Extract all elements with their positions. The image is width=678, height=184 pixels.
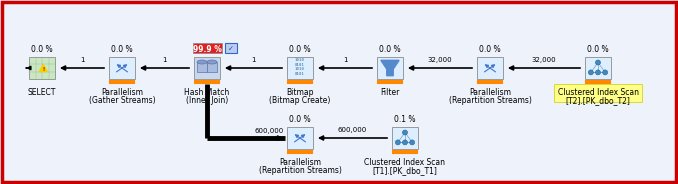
- Text: 1010
0101
1010
0101: 1010 0101 1010 0101: [295, 58, 305, 76]
- Text: 0.0 %: 0.0 %: [31, 45, 53, 54]
- Text: SELECT: SELECT: [28, 88, 56, 97]
- Text: Parallelism: Parallelism: [469, 88, 511, 97]
- Polygon shape: [381, 60, 399, 76]
- Text: 600,000: 600,000: [338, 127, 367, 133]
- FancyBboxPatch shape: [29, 57, 55, 79]
- FancyBboxPatch shape: [585, 57, 611, 79]
- Text: 32,000: 32,000: [532, 57, 557, 63]
- FancyBboxPatch shape: [197, 62, 207, 72]
- FancyBboxPatch shape: [224, 43, 237, 52]
- Text: Hash Match: Hash Match: [184, 88, 230, 97]
- Text: Parallelism: Parallelism: [279, 158, 321, 167]
- FancyBboxPatch shape: [377, 57, 403, 79]
- Circle shape: [410, 140, 415, 145]
- Text: 99.9 %: 99.9 %: [193, 45, 222, 54]
- Text: (Bitmap Create): (Bitmap Create): [269, 96, 331, 105]
- Text: 32,000: 32,000: [428, 57, 452, 63]
- FancyBboxPatch shape: [194, 57, 220, 79]
- Text: 0.0 %: 0.0 %: [290, 114, 311, 123]
- Text: [T2].[PK_dbo_T2]: [T2].[PK_dbo_T2]: [565, 96, 631, 105]
- Circle shape: [595, 60, 601, 65]
- Text: ✓: ✓: [228, 46, 233, 52]
- FancyBboxPatch shape: [392, 127, 418, 149]
- Text: 0.0 %: 0.0 %: [111, 45, 133, 54]
- Text: Clustered Index Scan: Clustered Index Scan: [365, 158, 445, 167]
- Circle shape: [403, 130, 407, 135]
- Text: Parallelism: Parallelism: [101, 88, 143, 97]
- Text: (Repartition Streams): (Repartition Streams): [258, 166, 342, 175]
- Text: 0.0 %: 0.0 %: [479, 45, 501, 54]
- Circle shape: [589, 70, 593, 75]
- Text: 1: 1: [252, 57, 256, 63]
- FancyBboxPatch shape: [207, 62, 217, 72]
- Text: Filter: Filter: [380, 88, 400, 97]
- Circle shape: [603, 70, 607, 75]
- Text: 600,000: 600,000: [254, 128, 283, 134]
- FancyBboxPatch shape: [109, 57, 135, 79]
- FancyBboxPatch shape: [193, 43, 222, 52]
- Text: (Inner Join): (Inner Join): [186, 96, 228, 105]
- Ellipse shape: [197, 60, 207, 64]
- FancyBboxPatch shape: [477, 57, 503, 79]
- Text: 0.0 %: 0.0 %: [379, 45, 401, 54]
- Text: !: !: [42, 67, 45, 72]
- FancyBboxPatch shape: [287, 127, 313, 149]
- Text: Bitmap: Bitmap: [286, 88, 314, 97]
- Text: 1: 1: [162, 57, 167, 63]
- Text: 1: 1: [80, 57, 84, 63]
- Ellipse shape: [207, 60, 217, 64]
- Polygon shape: [39, 65, 47, 72]
- Text: 0.0 %: 0.0 %: [290, 45, 311, 54]
- Circle shape: [595, 70, 601, 75]
- Text: (Repartition Streams): (Repartition Streams): [449, 96, 532, 105]
- Circle shape: [403, 140, 407, 145]
- FancyBboxPatch shape: [554, 84, 642, 102]
- Circle shape: [395, 140, 400, 145]
- Text: [T1].[PK_dbo_T1]: [T1].[PK_dbo_T1]: [373, 166, 437, 175]
- Text: (Gather Streams): (Gather Streams): [89, 96, 155, 105]
- Text: Clustered Index Scan: Clustered Index Scan: [557, 88, 639, 97]
- Text: 0.1 %: 0.1 %: [394, 114, 416, 123]
- FancyBboxPatch shape: [287, 57, 313, 79]
- Text: 1: 1: [343, 57, 347, 63]
- Text: 0.0 %: 0.0 %: [587, 45, 609, 54]
